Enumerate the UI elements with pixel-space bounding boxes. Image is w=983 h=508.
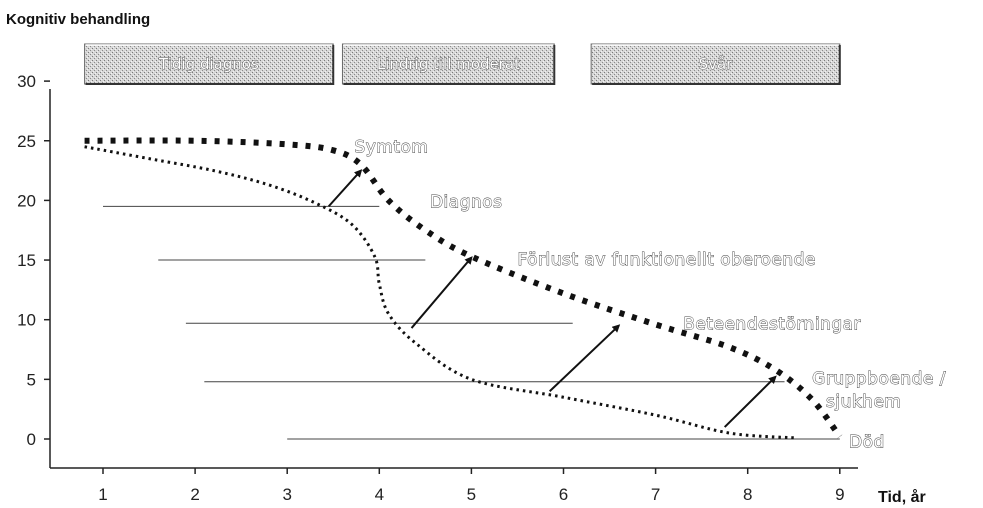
chart-title: Kognitiv behandling: [6, 11, 150, 28]
y-tick-label: 15: [17, 251, 36, 270]
series-line-bold-dotted: [84, 137, 843, 439]
phase-label: Tidig diagnos: [158, 55, 259, 73]
reference-lines: [103, 205, 840, 440]
annotation-label: Förlust av funktionellt oberoende: [517, 250, 815, 270]
phase-bar: Svår: [590, 43, 841, 85]
y-tick-label: 0: [27, 430, 36, 449]
axes: [49, 89, 858, 469]
arrow: [327, 169, 363, 208]
y-tick-label: 5: [27, 370, 36, 389]
y-tick-label: 10: [17, 311, 36, 330]
arrow: [723, 375, 777, 428]
y-tick-label: 30: [17, 72, 36, 91]
phase-label: Svår: [699, 55, 734, 73]
x-tick-label: 9: [835, 485, 844, 504]
series-lines: [84, 137, 843, 440]
x-tick-label: 6: [559, 485, 568, 504]
x-tick-label: 4: [375, 485, 384, 504]
y-ticks: 0 5 10 15 20 25 30: [17, 72, 50, 449]
annotations: Symtom Diagnos Förlust av funktionellt obe…: [354, 137, 946, 453]
phase-bar-box: [84, 43, 334, 85]
annotation-label: Beteendestörningar: [683, 314, 861, 334]
phase-bar: Lindrig till moderat: [341, 43, 556, 85]
annotation-label: Död: [849, 432, 885, 452]
x-tick-label: 5: [467, 485, 476, 504]
phase-bar: Tidig diagnos: [84, 43, 335, 85]
arrows: [327, 169, 777, 428]
x-ticks: 1 2 3 4 5 6 7 8 9: [98, 468, 845, 504]
x-tick-label: 7: [651, 485, 660, 504]
x-axis-label: Tid, år: [878, 488, 926, 506]
phase-bar-box: [341, 43, 555, 85]
phase-label: Lindrig till moderat: [377, 55, 520, 73]
annotation-label: Symtom: [354, 138, 428, 158]
x-tick-label: 2: [190, 485, 199, 504]
phase-bars: Tidig diagnos Lindrig till moderat Svår: [84, 43, 841, 85]
arrow: [410, 256, 473, 329]
annotation-label: Diagnos: [430, 193, 503, 213]
x-tick-label: 1: [98, 485, 107, 504]
y-tick-label: 20: [17, 191, 36, 210]
x-tick-label: 8: [743, 485, 752, 504]
annotation-label: sjukhem: [826, 392, 902, 412]
arrow: [548, 324, 621, 393]
y-tick-label: 25: [17, 132, 36, 151]
x-tick-label: 3: [282, 485, 291, 504]
series-line-fine-dotted: [84, 145, 794, 440]
annotation-label: Gruppboende /: [812, 369, 946, 389]
